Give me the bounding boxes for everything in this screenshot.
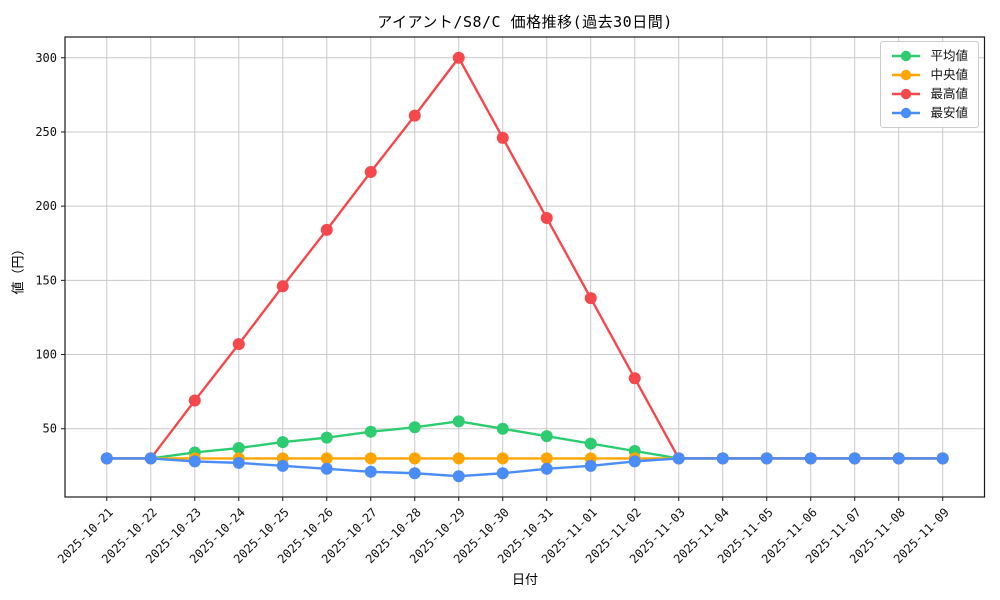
y-axis-label: 値（円）: [11, 242, 27, 295]
marker-median: [364, 452, 377, 465]
marker-min: [144, 452, 157, 465]
legend-swatch-median: [892, 69, 921, 81]
legend-item-avg: 平均値: [890, 49, 968, 63]
marker-min: [408, 467, 421, 480]
marker-max: [584, 292, 597, 305]
marker-avg: [584, 437, 597, 450]
legend-label-avg: 平均値: [930, 48, 968, 63]
marker-max: [276, 280, 289, 293]
marker-min: [892, 452, 905, 465]
chart-title: アイアント/S8/C 価格推移(過去30日間): [377, 13, 673, 31]
legend-item-median: 中央値: [890, 68, 968, 82]
marker-max: [452, 51, 465, 64]
y-tick-label: 250: [35, 125, 57, 139]
legend-dot-icon: [901, 107, 912, 119]
marker-min: [276, 459, 289, 472]
marker-median: [496, 452, 509, 465]
legend-swatch-min: [892, 107, 921, 119]
marker-max: [188, 394, 201, 407]
legend-label-max: 最高値: [930, 86, 968, 101]
y-tick-label: 100: [35, 348, 57, 362]
marker-max: [320, 223, 333, 236]
y-tick-label: 50: [43, 422, 57, 436]
marker-avg: [408, 421, 421, 434]
marker-min: [760, 452, 773, 465]
line-avg: [106, 420, 943, 460]
marker-avg: [320, 431, 333, 444]
legend-item-min: 最安値: [890, 106, 968, 120]
marker-median: [452, 452, 465, 465]
marker-min: [672, 452, 685, 465]
marker-min: [584, 459, 597, 472]
plot-border: [64, 36, 986, 498]
y-tick-label: 200: [35, 199, 57, 213]
marker-median: [408, 452, 421, 465]
marker-avg: [276, 436, 289, 449]
marker-min: [452, 470, 465, 483]
marker-min: [628, 455, 641, 468]
legend-label-median: 中央値: [930, 67, 968, 82]
legend: 平均値中央値最高値最安値: [880, 41, 979, 128]
marker-min: [540, 462, 553, 475]
legend-swatch-avg: [892, 50, 921, 62]
marker-avg: [496, 422, 509, 435]
legend-dot-icon: [901, 50, 912, 62]
legend-dot-icon: [901, 88, 912, 100]
marker-max: [496, 131, 509, 144]
legend-label-min: 最安値: [930, 105, 968, 120]
marker-median: [320, 452, 333, 465]
marker-avg: [364, 425, 377, 438]
x-axis-label: 日付: [511, 573, 538, 588]
marker-min: [188, 455, 201, 468]
legend-item-max: 最高値: [890, 87, 968, 101]
marker-avg: [452, 415, 465, 428]
marker-median: [540, 452, 553, 465]
line-max: [106, 56, 943, 460]
marker-max: [628, 372, 641, 385]
marker-min: [364, 465, 377, 478]
marker-min: [716, 452, 729, 465]
marker-avg: [232, 442, 245, 455]
marker-min: [804, 452, 817, 465]
line-min: [106, 457, 943, 478]
marker-min: [100, 452, 113, 465]
marker-max: [540, 212, 553, 225]
legend-dot-icon: [901, 69, 912, 81]
marker-min: [232, 456, 245, 469]
marker-avg: [540, 430, 553, 443]
marker-min: [936, 452, 949, 465]
legend-swatch-max: [892, 88, 921, 100]
marker-min: [320, 462, 333, 475]
marker-min: [496, 467, 509, 480]
y-tick-label: 300: [35, 51, 57, 65]
marker-max: [232, 338, 245, 351]
marker-min: [848, 452, 861, 465]
y-tick-label: 150: [35, 273, 57, 287]
marker-max: [408, 109, 421, 122]
marker-max: [364, 166, 377, 179]
